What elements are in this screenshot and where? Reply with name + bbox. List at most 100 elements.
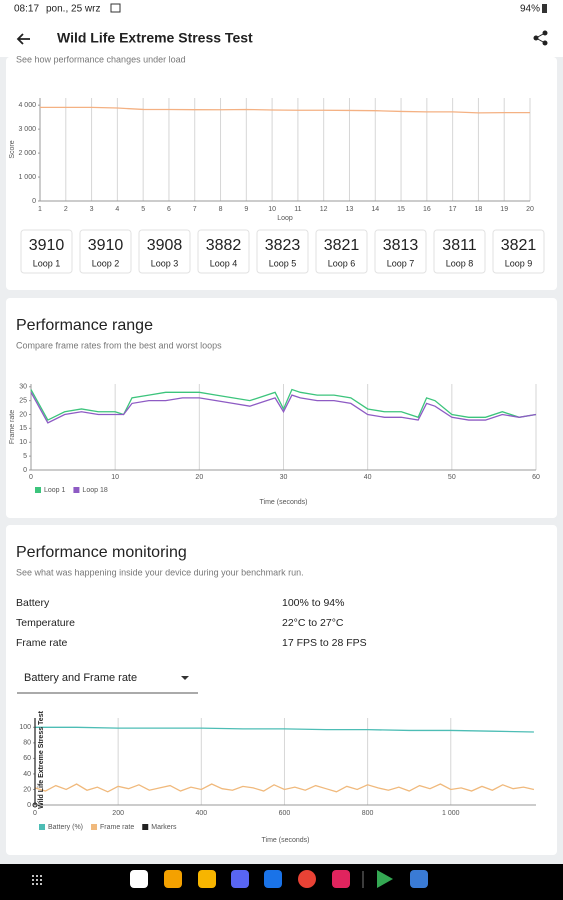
x-tick-label: 0 xyxy=(29,474,33,481)
app-icon[interactable] xyxy=(377,870,393,888)
loop-card xyxy=(374,229,427,274)
loop-label: Loop 2 xyxy=(92,258,120,268)
y-tick-label: 100 xyxy=(19,724,31,731)
loop-score: 3811 xyxy=(442,237,477,254)
app-icon[interactable] xyxy=(332,870,350,888)
loop-card xyxy=(433,229,486,274)
legend-swatch xyxy=(142,824,149,830)
x-axis-label: Time (seconds) xyxy=(260,499,308,506)
loop-label: Loop 1 xyxy=(33,258,61,268)
x-tick-label: 10 xyxy=(268,206,276,213)
marker-label: Wild Life Extreme Stress Test xyxy=(38,710,45,809)
app-icon[interactable] xyxy=(410,870,428,888)
row-value: 100% to 94% xyxy=(282,597,344,609)
y-tick-label: 0 xyxy=(32,198,36,205)
app-icon[interactable] xyxy=(164,870,182,888)
x-tick-label: 4 xyxy=(115,206,119,213)
x-tick-label: 10 xyxy=(111,474,119,481)
loop-card xyxy=(138,229,191,274)
loop-label: Loop 4 xyxy=(210,258,238,268)
x-tick-label: 3 xyxy=(90,206,94,213)
row-value: 17 FPS to 28 FPS xyxy=(282,637,367,649)
x-tick-label: 14 xyxy=(371,206,379,213)
date: pon., 25 wrz xyxy=(46,4,100,15)
loop-score: 3882 xyxy=(206,237,242,254)
dropdown[interactable]: Battery and Frame rate xyxy=(24,672,137,684)
row-label: Battery xyxy=(16,597,50,609)
data-line xyxy=(35,726,534,733)
x-tick-label: 5 xyxy=(141,206,145,213)
y-tick-label: 60 xyxy=(23,755,31,762)
app-icon[interactable] xyxy=(298,870,316,888)
x-tick-label: 800 xyxy=(362,810,374,817)
legend-label: Markers xyxy=(151,824,177,831)
dropdown-caret[interactable] xyxy=(181,676,189,680)
legend-label: Battery (%) xyxy=(48,824,83,831)
y-tick-label: 1 000 xyxy=(18,174,36,181)
x-tick-label: 11 xyxy=(294,206,301,213)
y-tick-label: 80 xyxy=(23,740,31,747)
notification-icon xyxy=(110,3,121,13)
y-tick-label: 3 000 xyxy=(18,126,36,133)
y-tick-label: 25 xyxy=(19,397,27,404)
x-tick-label: 30 xyxy=(280,474,288,481)
loop-score: 3813 xyxy=(383,237,419,254)
app-drawer[interactable] xyxy=(32,875,42,885)
loop-label: Loop 3 xyxy=(151,258,179,268)
x-tick-label: 7 xyxy=(193,206,197,213)
back-button[interactable] xyxy=(16,33,30,45)
loop-score: 3910 xyxy=(29,237,65,254)
x-tick-label: 6 xyxy=(167,206,171,213)
card-subtitle: See how performance changes under load xyxy=(16,54,186,64)
x-tick-label: 20 xyxy=(526,206,534,213)
legend-label: Loop 1 xyxy=(44,487,66,494)
loop-card xyxy=(20,229,73,274)
loop-label: Loop 5 xyxy=(269,258,297,268)
y-tick-label: 20 xyxy=(23,786,31,793)
legend-swatch xyxy=(39,824,45,830)
x-axis-label: Loop xyxy=(277,215,293,222)
app-header xyxy=(0,0,563,57)
row-label: Frame rate xyxy=(16,637,68,649)
x-tick-label: 8 xyxy=(219,206,223,213)
x-tick-label: 40 xyxy=(364,474,372,481)
x-tick-label: 50 xyxy=(448,474,456,481)
loop-label: Loop 7 xyxy=(387,258,415,268)
x-tick-label: 19 xyxy=(500,206,508,213)
app-title: Wild Life Extreme Stress Test xyxy=(57,30,253,46)
data-line xyxy=(30,388,537,421)
y-tick-label: 20 xyxy=(19,411,27,418)
data-line xyxy=(30,392,537,424)
x-tick-label: 18 xyxy=(475,206,483,213)
row-label: Temperature xyxy=(16,617,75,629)
x-tick-label: 16 xyxy=(423,206,431,213)
y-axis-label: Frame rate xyxy=(9,410,16,444)
monitoring-card xyxy=(6,525,557,855)
card-title: Performance monitoring xyxy=(16,544,187,561)
x-tick-label: 13 xyxy=(346,206,354,213)
app-icon[interactable] xyxy=(231,870,249,888)
x-tick-label: 9 xyxy=(244,206,248,213)
legend-swatch xyxy=(91,824,98,830)
app-icon[interactable] xyxy=(198,870,216,888)
share-button[interactable] xyxy=(533,30,548,46)
x-tick-label: 60 xyxy=(532,474,540,481)
y-axis-label: Score xyxy=(9,140,16,158)
y-tick-label: 40 xyxy=(23,771,31,778)
data-line xyxy=(40,106,530,114)
loop-card xyxy=(256,229,309,274)
x-tick-label: 600 xyxy=(279,810,291,817)
y-tick-label: 30 xyxy=(19,384,27,391)
loop-score: 3821 xyxy=(501,237,537,254)
y-tick-label: 5 xyxy=(23,453,27,460)
y-tick-label: 0 xyxy=(27,802,31,809)
loop-score: 3821 xyxy=(324,237,360,254)
y-tick-label: 15 xyxy=(19,425,27,432)
app-icon[interactable] xyxy=(264,870,282,888)
card-subtitle: See what was happening inside your devic… xyxy=(16,567,304,577)
y-tick-label: 2 000 xyxy=(18,150,36,157)
clock: 08:17 xyxy=(14,4,39,15)
app-icon[interactable] xyxy=(130,870,148,888)
loop-label: Loop 6 xyxy=(328,258,356,268)
